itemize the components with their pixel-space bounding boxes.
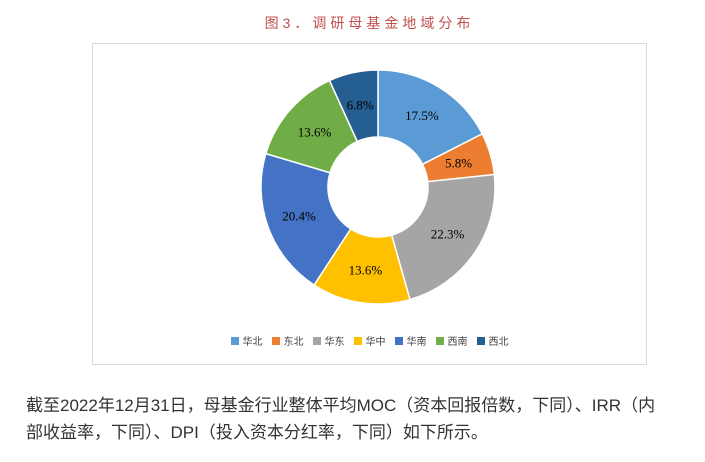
donut-segment-label: 5.8%	[445, 156, 472, 171]
donut-segment-label: 20.4%	[282, 209, 316, 224]
legend-swatch	[394, 336, 403, 345]
legend-item: 华北	[230, 333, 263, 348]
donut-chart: 17.5% 5.8% 22.3% 13.6% 20.4% 13.6% 6.8%	[260, 69, 496, 305]
legend-label: 东北	[283, 337, 304, 348]
legend-swatch	[476, 336, 485, 345]
legend-item: 华南	[394, 333, 427, 348]
legend-item: 华东	[312, 333, 345, 348]
legend-label: 华北	[242, 337, 263, 348]
donut-segment-label: 22.3%	[431, 227, 465, 242]
donut-segment-label: 13.6%	[349, 263, 383, 278]
legend-label: 西南	[447, 337, 468, 348]
body-text-line: 部收益率，下同）、DPI（投入资本分红率，下同）如下所示。	[26, 423, 488, 442]
donut-segment	[260, 152, 352, 287]
legend-item: 华中	[353, 333, 386, 348]
legend-swatch	[271, 336, 280, 345]
legend-item: 西北	[476, 333, 509, 348]
legend-item: 东北	[271, 333, 304, 348]
donut-segment-label: 6.8%	[347, 97, 374, 112]
donut-segment-label: 13.6%	[298, 124, 332, 139]
chart-panel: 17.5% 5.8% 22.3% 13.6% 20.4% 13.6% 6.8% 华北 东北 华东…	[92, 43, 647, 365]
donut-segment	[390, 173, 496, 301]
legend-swatch	[312, 336, 321, 345]
legend-swatch	[435, 336, 444, 345]
chart-legend: 华北 东北 华东 华中 华南 西南 西北	[93, 333, 646, 348]
donut-segment	[328, 69, 379, 143]
legend-swatch	[230, 336, 239, 345]
body-text: 截至2022年12月31日，母基金行业整体平均MOC（资本回报倍数，下同）、IR…	[26, 392, 694, 446]
legend-label: 华东	[324, 337, 345, 348]
legend-swatch	[353, 336, 362, 345]
legend-label: 华中	[365, 337, 386, 348]
donut-segment-label: 17.5%	[405, 108, 439, 123]
legend-label: 华南	[406, 337, 427, 348]
legend-label: 西北	[488, 337, 509, 348]
figure-title: 图3．调研母基金地域分布	[264, 15, 475, 31]
donut-segment	[377, 69, 484, 166]
body-text-line: 截至2022年12月31日，母基金行业整体平均MOC（资本回报倍数，下同）、IR…	[26, 396, 656, 415]
legend-item: 西南	[435, 333, 468, 348]
